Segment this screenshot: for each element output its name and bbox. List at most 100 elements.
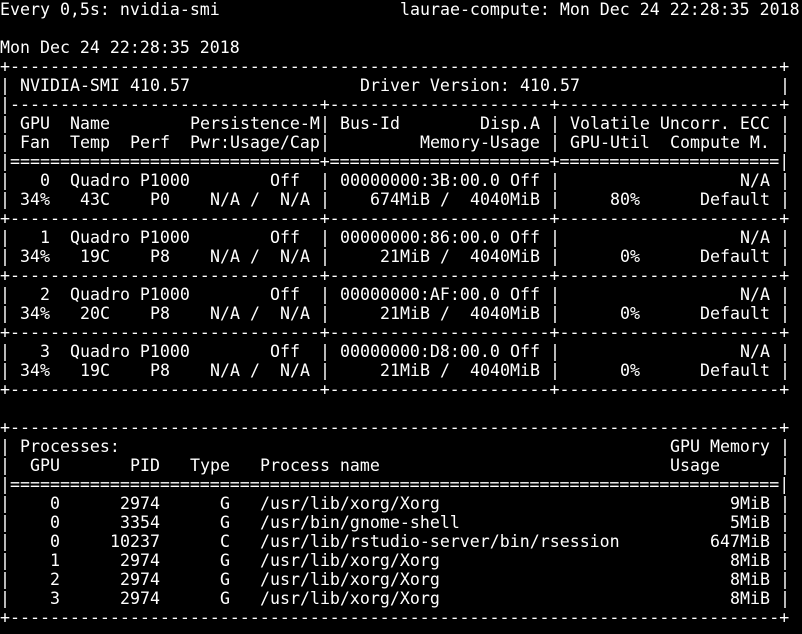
process-name: /usr/lib/xorg/Xorg	[260, 551, 440, 570]
table-border: |	[780, 513, 790, 532]
process-gpu: 0	[50, 513, 60, 532]
process-gpu: 1	[50, 551, 60, 570]
separator: /	[250, 361, 260, 380]
gpu-ecc: N/A	[740, 171, 770, 190]
driver-version: 410.57	[520, 76, 580, 95]
separator: /	[250, 247, 260, 266]
process-pid: 10237	[110, 532, 160, 551]
gpu-memory-used: 21MiB	[380, 247, 430, 266]
table-border: +-------------------------------+-------…	[0, 380, 790, 399]
process-pid: 2974	[120, 494, 160, 513]
col-header-usage: Usage	[670, 456, 720, 475]
table-border: |	[0, 570, 10, 589]
gpu-persistence: Off	[270, 285, 300, 304]
gpu-index: 2	[40, 285, 50, 304]
gpu-power-cap: N/A	[280, 190, 310, 209]
gpu-compute-mode: Default	[700, 361, 770, 380]
col-header-persistence: Persistence-M	[190, 114, 320, 133]
table-border: |===============================+=======…	[0, 152, 790, 171]
table-border: |	[780, 247, 790, 266]
gpu-ecc: N/A	[740, 228, 770, 247]
gpu-name: Quadro P1000	[70, 171, 190, 190]
process-type: G	[220, 551, 230, 570]
table-border: |	[550, 114, 560, 133]
table-border: |	[550, 228, 560, 247]
table-border: +-------------------------------+-------…	[0, 266, 790, 285]
gpu-memory-total: 4040MiB	[470, 361, 540, 380]
gpu-memory-used: 21MiB	[380, 361, 430, 380]
table-border: |	[0, 342, 10, 361]
process-name: /usr/lib/xorg/Xorg	[260, 494, 440, 513]
table-border: |	[0, 456, 10, 475]
process-type: G	[220, 589, 230, 608]
table-border: |	[320, 361, 330, 380]
process-pid: 2974	[120, 551, 160, 570]
table-border: |	[0, 437, 10, 456]
table-border: |	[780, 304, 790, 323]
gpu-bus-id: 00000000:86:00.0	[340, 228, 500, 247]
separator: /	[440, 304, 450, 323]
table-border: |	[780, 551, 790, 570]
table-border: |	[780, 437, 790, 456]
col-header-pid: PID	[130, 456, 160, 475]
table-border: |	[550, 190, 560, 209]
table-border: |	[320, 285, 330, 304]
gpu-perf: P8	[150, 361, 170, 380]
table-border: |	[780, 228, 790, 247]
gpu-index: 1	[40, 228, 50, 247]
table-border: |	[780, 589, 790, 608]
process-pid: 3354	[120, 513, 160, 532]
process-gpu: 0	[50, 532, 60, 551]
gpu-fan: 34%	[20, 304, 50, 323]
table-border: +-------------------------------+-------…	[0, 323, 790, 342]
gpu-bus-id: 00000000:AF:00.0	[340, 285, 500, 304]
gpu-name: Quadro P1000	[70, 285, 190, 304]
process-name: /usr/lib/xorg/Xorg	[260, 589, 440, 608]
table-border: |	[320, 133, 330, 152]
table-border: |	[320, 342, 330, 361]
col-header-disp: Disp.A	[480, 114, 540, 133]
gpu-disp: Off	[510, 228, 540, 247]
gpu-temp: 19C	[80, 247, 110, 266]
gpu-compute-mode: Default	[700, 247, 770, 266]
process-memory: 647MiB	[710, 532, 770, 551]
table-border: |	[550, 171, 560, 190]
driver-label: Driver Version:	[360, 76, 510, 95]
gpu-memory-total: 4040MiB	[470, 304, 540, 323]
process-pid: 2974	[120, 589, 160, 608]
gpu-memory-used: 21MiB	[380, 304, 430, 323]
table-border: |	[320, 114, 330, 133]
process-pid: 2974	[120, 570, 160, 589]
smi-label: NVIDIA-SMI	[20, 76, 120, 95]
table-border: |	[0, 285, 10, 304]
table-border: |	[0, 494, 10, 513]
gpu-temp: 43C	[80, 190, 110, 209]
gpu-perf: P8	[150, 304, 170, 323]
separator: /	[440, 361, 450, 380]
col-header-name: Name	[70, 114, 110, 133]
gpu-persistence: Off	[270, 342, 300, 361]
process-type: G	[220, 570, 230, 589]
table-border: +-------------------------------+-------…	[0, 209, 790, 228]
table-border: |	[0, 76, 10, 95]
col-header-process-name: Process name	[260, 456, 380, 475]
separator: /	[250, 190, 260, 209]
col-header-perf: Perf	[130, 133, 170, 152]
gpu-power-cap: N/A	[280, 247, 310, 266]
col-header-fan: Fan	[20, 133, 50, 152]
process-memory: 9MiB	[730, 494, 770, 513]
table-border: |	[550, 285, 560, 304]
col-header-memory: Memory-Usage	[420, 133, 540, 152]
process-gpu: 0	[50, 494, 60, 513]
process-type: G	[220, 513, 230, 532]
gpu-power-cap: N/A	[280, 304, 310, 323]
separator: /	[440, 247, 450, 266]
table-border-bottom: +---------------------------------------…	[0, 608, 790, 627]
gpu-util: 0%	[620, 304, 640, 323]
process-memory: 8MiB	[730, 551, 770, 570]
gpu-ecc: N/A	[740, 342, 770, 361]
table-border: |	[0, 361, 10, 380]
table-border: |	[320, 190, 330, 209]
table-border: |	[780, 361, 790, 380]
